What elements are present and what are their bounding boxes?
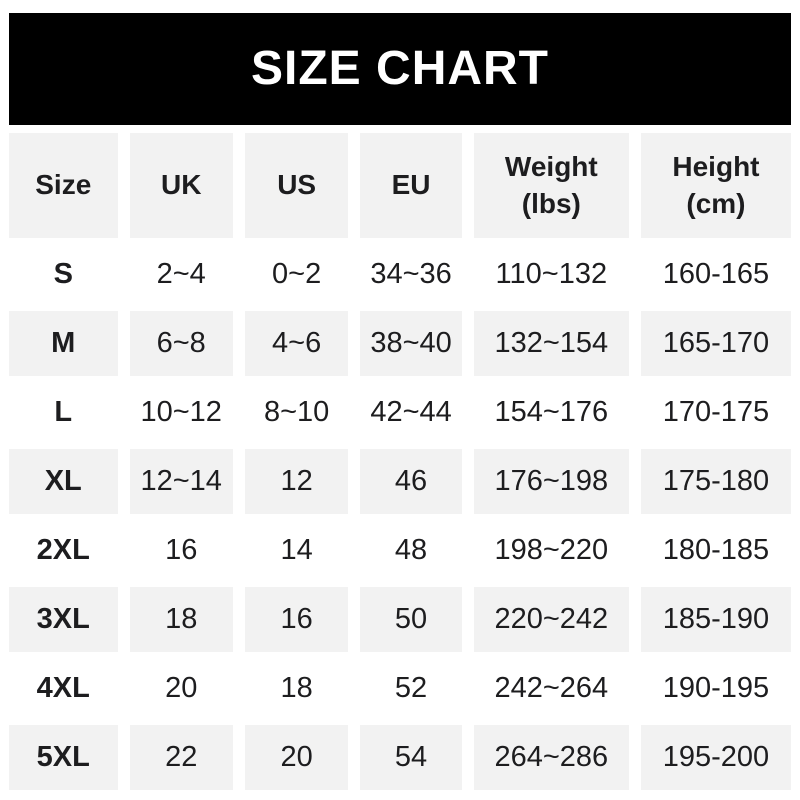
header-cell-eu: EU <box>360 133 462 238</box>
cell-height-row-0: 160-165 <box>640 242 791 307</box>
cell-size-row-3: XL <box>9 449 118 514</box>
cell-weight-row-0: 110~132 <box>473 242 629 307</box>
cell-weight-row-1: 132~154 <box>473 311 629 376</box>
cell-size-row-5: 3XL <box>9 587 118 652</box>
cell-eu-row-1: 38~40 <box>360 311 462 376</box>
header-label: Height <box>672 151 760 183</box>
header-cell-height: Height (cm) <box>640 133 791 238</box>
cell-uk-row-3: 12~14 <box>129 449 233 514</box>
cell-size-row-0: S <box>9 242 118 307</box>
cell-size-row-7: 5XL <box>9 725 118 790</box>
size-chart-table: Size UK US EU Weight (lbs) Height (cm) S 2~4 0~2 34… <box>9 133 791 790</box>
cell-eu-row-6: 52 <box>360 656 462 721</box>
cell-uk-row-1: 6~8 <box>129 311 233 376</box>
cell-uk-row-2: 10~12 <box>129 380 233 445</box>
page-title: SIZE CHART <box>251 42 549 95</box>
cell-us-row-4: 14 <box>244 518 349 583</box>
cell-height-row-1: 165-170 <box>640 311 791 376</box>
header-label: UK <box>160 169 202 201</box>
header-cell-weight: Weight (lbs) <box>473 133 629 238</box>
cell-uk-row-4: 16 <box>129 518 233 583</box>
cell-us-row-0: 0~2 <box>244 242 349 307</box>
cell-weight-row-5: 220~242 <box>473 587 629 652</box>
cell-uk-row-6: 20 <box>129 656 233 721</box>
cell-eu-row-7: 54 <box>360 725 462 790</box>
header-cell-us: US <box>244 133 349 238</box>
header-cell-uk: UK <box>129 133 233 238</box>
header-label: (cm) <box>686 187 746 219</box>
cell-uk-row-7: 22 <box>129 725 233 790</box>
cell-size-row-6: 4XL <box>9 656 118 721</box>
cell-weight-row-6: 242~264 <box>473 656 629 721</box>
cell-eu-row-3: 46 <box>360 449 462 514</box>
header-label: US <box>277 169 317 201</box>
cell-uk-row-5: 18 <box>129 587 233 652</box>
cell-us-row-6: 18 <box>244 656 349 721</box>
header-cell-size: Size <box>9 133 118 238</box>
cell-us-row-3: 12 <box>244 449 349 514</box>
header-label: Size <box>35 169 92 201</box>
cell-eu-row-2: 42~44 <box>360 380 462 445</box>
cell-size-row-2: L <box>9 380 118 445</box>
cell-us-row-1: 4~6 <box>244 311 349 376</box>
cell-height-row-7: 195-200 <box>640 725 791 790</box>
cell-weight-row-2: 154~176 <box>473 380 629 445</box>
header-label: EU <box>391 169 431 201</box>
cell-weight-row-7: 264~286 <box>473 725 629 790</box>
cell-eu-row-0: 34~36 <box>360 242 462 307</box>
cell-weight-row-4: 198~220 <box>473 518 629 583</box>
size-chart-banner: SIZE CHART <box>9 13 791 125</box>
cell-height-row-2: 170-175 <box>640 380 791 445</box>
cell-weight-row-3: 176~198 <box>473 449 629 514</box>
cell-us-row-5: 16 <box>244 587 349 652</box>
cell-us-row-7: 20 <box>244 725 349 790</box>
header-label: Weight <box>504 151 598 183</box>
cell-height-row-4: 180-185 <box>640 518 791 583</box>
header-label: (lbs) <box>521 187 581 219</box>
cell-size-row-1: M <box>9 311 118 376</box>
cell-us-row-2: 8~10 <box>244 380 349 445</box>
cell-uk-row-0: 2~4 <box>129 242 233 307</box>
cell-height-row-3: 175-180 <box>640 449 791 514</box>
cell-eu-row-5: 50 <box>360 587 462 652</box>
cell-eu-row-4: 48 <box>360 518 462 583</box>
cell-size-row-4: 2XL <box>9 518 118 583</box>
cell-height-row-6: 190-195 <box>640 656 791 721</box>
cell-height-row-5: 185-190 <box>640 587 791 652</box>
